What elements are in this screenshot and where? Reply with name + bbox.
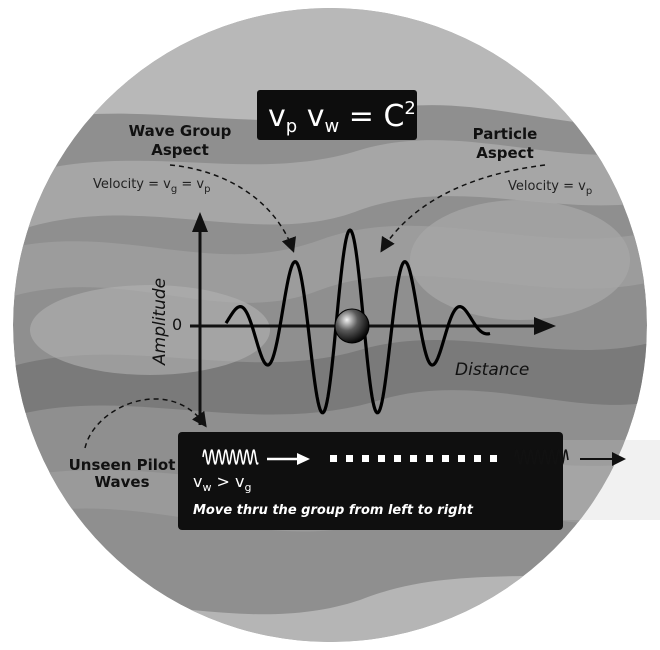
pilot-dot <box>426 455 433 462</box>
particle-ball <box>334 308 370 344</box>
x-axis-label: Distance <box>455 360 529 380</box>
equation-text: vp vw = C2 <box>268 98 416 137</box>
pilot-dot <box>458 455 465 462</box>
pilot-dot <box>346 455 353 462</box>
pilot-dot <box>474 455 481 462</box>
pilot-dot <box>394 455 401 462</box>
pilot-wave-right-icon <box>514 449 569 465</box>
pilot-panel: vw > vg Move thru the group from left to… <box>178 432 660 530</box>
pilot-pointer-arrow <box>84 398 207 449</box>
particle-velocity: Velocity = vp <box>508 179 592 197</box>
equation-box: vp vw = C2 <box>257 90 417 140</box>
wave-packet-curve <box>224 228 491 415</box>
pilot-dot <box>490 455 497 462</box>
particle-title-line1: Particle <box>473 125 538 143</box>
pilot-dot <box>378 455 385 462</box>
pilot-dots <box>330 455 497 462</box>
zero-label: 0 <box>172 315 182 334</box>
x-axis-arrowhead <box>534 317 556 335</box>
y-axis-arrowhead <box>192 212 208 232</box>
pilot-relation: vw > vg <box>193 472 252 494</box>
wave-group-title-line1: Wave Group <box>129 122 232 140</box>
axes <box>190 212 556 425</box>
pilot-dot <box>362 455 369 462</box>
wave-group-pointer-arrow <box>169 164 296 253</box>
pilot-title-line1: Unseen Pilot <box>69 456 176 474</box>
pilot-caption: Move thru the group from left to right <box>193 503 474 518</box>
pilot-arrow-head-icon <box>297 453 310 465</box>
exit-arrow-head-icon <box>612 452 626 466</box>
y-axis-label: Amplitude <box>150 278 170 366</box>
pilot-dot <box>442 455 449 462</box>
particle-title-line2: Aspect <box>476 144 534 162</box>
pilot-title-line2: Waves <box>94 473 149 491</box>
pilot-dot <box>330 455 337 462</box>
particle-pointer-arrow <box>380 164 546 253</box>
pilot-wave-left-icon <box>202 449 259 465</box>
wave-group-velocity: Velocity = vg = vp <box>93 177 210 195</box>
pilot-dot <box>410 455 417 462</box>
wave-group-title-line2: Aspect <box>151 141 209 159</box>
